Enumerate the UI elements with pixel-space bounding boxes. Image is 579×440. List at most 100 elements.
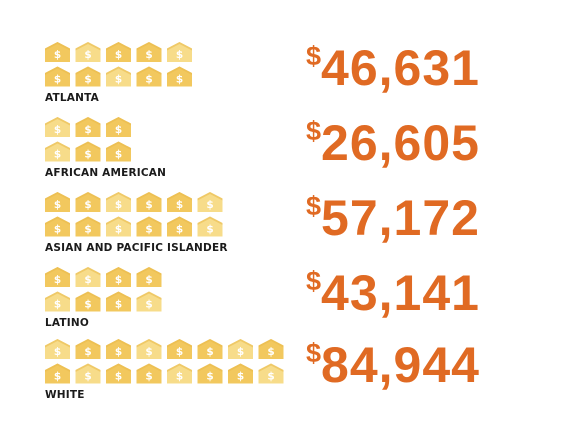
house-dollar-symbol: $ [115,224,122,236]
house-dollar-icon: $ [45,192,70,212]
pictogram-row: $ $ $ $ $ $ $ $ $ $ ATLANTA $46,631 [45,40,479,104]
house-dollar-symbol: $ [54,346,61,358]
house-dollar-symbol: $ [84,346,91,358]
house-dollar-icon: $ [167,66,192,87]
house-dollar-symbol: $ [237,346,244,358]
category-label: AFRICAN AMERICAN [45,167,166,179]
house-dollar-icon: $ [136,42,162,62]
house-dollar-symbol: $ [54,199,61,211]
house-dollar-icon: $ [106,192,131,212]
house-dollar-icon: $ [45,141,70,162]
house-dollar-icon: $ [167,339,192,359]
house-dollar-icon: $ [45,216,70,237]
house-dollar-icon: $ [75,216,101,237]
house-dollar-icon: $ [75,291,101,312]
house-dollar-symbol: $ [176,224,183,236]
house-dollar-symbol: $ [115,74,122,86]
house-dollar-symbol: $ [115,49,122,61]
house-dollar-icon: $ [136,66,162,87]
house-dollar-icon: $ [75,117,101,137]
house-dollar-icon: $ [136,192,162,212]
value-label: $26,605 [306,115,480,171]
house-dollar-icon: $ [167,42,192,62]
house-dollar-symbol: $ [115,299,122,311]
house-dollar-symbol: $ [176,346,183,358]
house-dollar-symbol: $ [206,199,213,211]
house-dollar-symbol: $ [206,346,213,358]
house-dollar-icon: $ [167,363,192,384]
category-label: WHITE [45,389,85,401]
house-dollar-symbol: $ [84,371,91,383]
house-dollar-icon: $ [45,117,70,137]
category-label: ATLANTA [45,92,100,104]
house-dollar-symbol: $ [115,149,122,161]
house-dollar-symbol: $ [84,74,91,86]
house-dollar-symbol: $ [267,346,274,358]
house-dollar-icon: $ [258,363,284,384]
pictogram-row: $ $ $ $ $ $ AFRICAN AMERICAN $26,605 [45,115,480,179]
house-dollar-symbol: $ [54,299,61,311]
house-dollar-icon: $ [106,291,131,312]
house-dollar-icon: $ [167,216,192,237]
value-label: $57,172 [306,190,480,246]
house-dollar-symbol: $ [115,274,122,286]
house-dollar-symbol: $ [145,371,152,383]
house-dollar-icon: $ [106,267,131,287]
house-dollar-icon: $ [45,42,70,62]
house-dollar-symbol: $ [84,299,91,311]
value-label: $84,944 [306,337,480,393]
house-dollar-icon: $ [106,66,131,87]
house-dollar-symbol: $ [115,199,122,211]
house-dollar-symbol: $ [206,371,213,383]
house-dollar-icon: $ [106,141,131,162]
house-dollar-icon: $ [75,42,101,62]
value-label: $43,141 [306,265,480,321]
house-dollar-symbol: $ [237,371,244,383]
house-dollar-symbol: $ [115,371,122,383]
house-dollar-symbol: $ [54,49,61,61]
house-dollar-symbol: $ [206,224,213,236]
house-dollar-symbol: $ [176,199,183,211]
house-dollar-icon: $ [75,66,101,87]
house-dollar-icon: $ [106,363,131,384]
pictogram-row: $ $ $ $ $ $ $ $ $ $ $ $ ASIAN AND PACIFIC ISLANDER $5… [45,190,480,254]
house-dollar-icon: $ [136,339,162,359]
house-dollar-symbol: $ [84,124,91,136]
house-dollar-symbol: $ [176,371,183,383]
house-dollar-symbol: $ [145,274,152,286]
house-dollar-symbol: $ [84,224,91,236]
house-dollar-icon: $ [75,267,101,287]
pictogram-row: $ $ $ $ $ $ $ $ LATINO $43,141 [45,265,480,329]
house-dollar-icon: $ [228,339,253,359]
house-dollar-icon: $ [45,291,70,312]
house-dollar-symbol: $ [145,224,152,236]
house-dollar-icon: $ [136,363,162,384]
house-dollar-icon: $ [136,267,162,287]
house-dollar-icon: $ [197,339,223,359]
house-dollar-symbol: $ [145,346,152,358]
category-label: LATINO [45,317,89,329]
house-dollar-symbol: $ [84,49,91,61]
house-dollar-icon: $ [167,192,192,212]
house-dollar-icon: $ [75,192,101,212]
house-dollar-symbol: $ [267,371,274,383]
house-dollar-symbol: $ [176,74,183,86]
category-label: ASIAN AND PACIFIC ISLANDER [45,242,228,254]
house-dollar-icon: $ [106,339,131,359]
house-dollar-symbol: $ [54,371,61,383]
house-dollar-symbol: $ [145,299,152,311]
house-dollar-symbol: $ [115,124,122,136]
house-dollar-icon: $ [45,363,70,384]
house-dollar-symbol: $ [84,149,91,161]
pictogram-row: $ $ $ $ $ $ $ $ $ $ $ $ $ $ $ $ WHITE $84,944 [45,337,480,401]
house-dollar-icon: $ [45,66,70,87]
house-dollar-icon: $ [136,291,162,312]
house-dollar-symbol: $ [54,274,61,286]
house-dollar-symbol: $ [54,224,61,236]
house-dollar-icon: $ [197,192,223,212]
house-dollar-icon: $ [258,339,284,359]
house-dollar-icon: $ [45,267,70,287]
house-dollar-icon: $ [197,363,223,384]
house-dollar-symbol: $ [54,149,61,161]
